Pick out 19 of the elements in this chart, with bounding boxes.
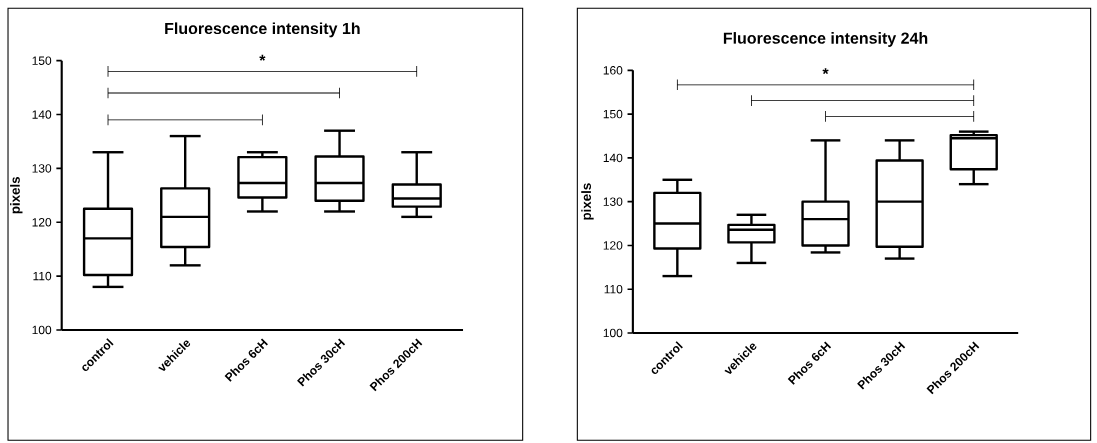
y-tick-label: 160 — [603, 66, 623, 75]
chart-title: Fluorescence intensity 1h — [165, 22, 360, 38]
chart-title: Fluorescence intensity 24h — [723, 32, 928, 47]
y-tick-label: 140 — [603, 153, 623, 163]
y-tick-label: 140 — [32, 110, 52, 119]
y-tick-label: 150 — [603, 109, 623, 119]
y-tick-label: 110 — [604, 284, 623, 294]
y-axis-title: pixels — [581, 183, 594, 220]
y-axis-title: pixels — [10, 176, 23, 214]
y-tick-label: 120 — [32, 218, 52, 227]
annotation: * — [822, 68, 829, 75]
y-tick-label: 110 — [33, 271, 52, 281]
y-tick-label: 100 — [32, 325, 52, 335]
y-tick-label: 100 — [603, 328, 623, 338]
y-tick-label: 130 — [603, 197, 623, 206]
annotation: * — [259, 54, 266, 61]
y-tick-label: 150 — [32, 56, 52, 65]
y-tick-label: 120 — [603, 241, 623, 250]
y-tick-label: 130 — [32, 164, 52, 173]
